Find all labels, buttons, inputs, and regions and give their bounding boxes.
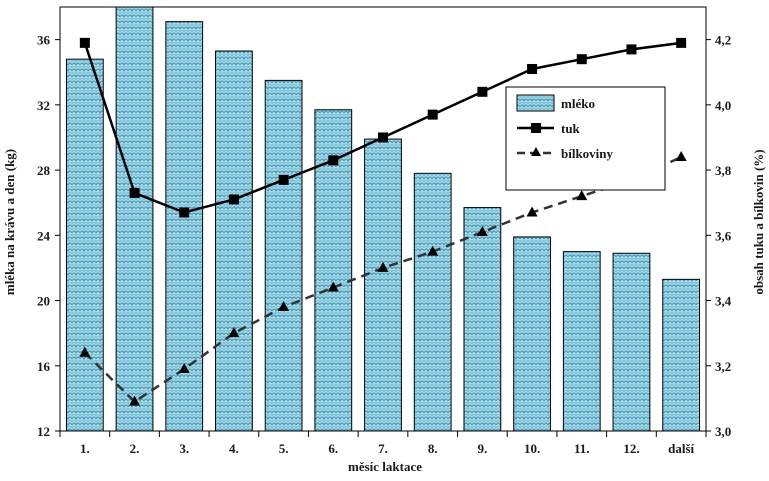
y2-tick-label: 3,4	[715, 294, 732, 309]
bar-mleko	[612, 252, 651, 432]
point-tuk	[278, 174, 289, 185]
y-tick-label: 28	[37, 163, 51, 178]
x-tick-label: 3.	[179, 441, 189, 456]
legend-marker-tuk	[531, 123, 541, 133]
point-bilkoviny	[79, 346, 91, 357]
right-axis-ticks: 3,0 3,2 3,4 3,6 3,8 4,0 4,2	[706, 33, 732, 439]
point-bilkoviny	[427, 245, 439, 256]
legend-marker-bilkoviny	[531, 147, 541, 156]
y2-tick-label: 4,2	[715, 33, 731, 48]
x-tick-label: 2.	[130, 441, 140, 456]
x-tick-label: 8.	[428, 441, 438, 456]
x-axis-title: měsíc laktace	[348, 459, 422, 474]
x-tick-label: 5.	[279, 441, 289, 456]
y-tick-label: 12	[37, 424, 50, 439]
x-tick-label: 9.	[478, 441, 488, 456]
y-tick-label: 36	[37, 33, 51, 48]
point-bilkoviny	[526, 206, 538, 217]
x-tick-label: 10.	[524, 441, 540, 456]
point-bilkoviny	[278, 301, 290, 312]
point-bilkoviny	[476, 226, 488, 237]
point-bilkoviny	[327, 281, 339, 292]
legend-label-mleko: mléko	[561, 96, 595, 111]
y-tick-label: 16	[37, 359, 51, 374]
point-bilkoviny	[129, 395, 141, 406]
point-tuk	[179, 207, 190, 218]
bar-mleko	[65, 58, 104, 432]
x-tick-label: 4.	[229, 441, 239, 456]
bar-mleko	[513, 236, 551, 432]
y-tick-label: 32	[37, 98, 50, 113]
point-tuk	[129, 187, 140, 198]
bar-mleko	[215, 50, 253, 432]
point-tuk	[328, 155, 339, 166]
y2-tick-label: 3,0	[715, 424, 731, 439]
point-tuk	[576, 54, 587, 65]
bar-mleko	[562, 251, 601, 432]
y-tick-label: 24	[37, 228, 51, 243]
y2-tick-label: 3,6	[715, 228, 732, 243]
point-tuk	[626, 44, 637, 55]
point-tuk	[676, 37, 687, 48]
point-tuk	[378, 132, 388, 143]
plot-area	[59, 6, 707, 437]
y2-axis-title: obsah tuku a bílkovin (%)	[751, 149, 766, 294]
bar-mleko	[115, 6, 154, 432]
bar-mleko	[364, 138, 402, 432]
y-axis-title: mléka na krávu a den (kg)	[2, 149, 17, 295]
y2-tick-label: 3,2	[715, 359, 731, 374]
x-tick-label: 6.	[328, 441, 338, 456]
point-tuk	[427, 109, 438, 120]
legend-label-tuk: tuk	[561, 121, 581, 136]
point-tuk	[79, 37, 90, 48]
x-tick-label: 7.	[378, 441, 388, 456]
point-bilkoviny	[576, 190, 588, 201]
point-tuk	[228, 194, 239, 205]
y-tick-label: 20	[37, 294, 50, 309]
y2-tick-label: 4,0	[715, 98, 731, 113]
point-bilkoviny	[675, 151, 687, 162]
point-bilkoviny	[377, 261, 389, 272]
x-tick-label: další	[668, 441, 694, 456]
x-axis-ticks: 1. 2. 3. 4. 5. 6. 7. 8. 9. 10. 11. 12. další	[80, 441, 695, 456]
bar-mleko	[463, 207, 502, 432]
x-tick-label: 12.	[623, 441, 639, 456]
legend: mléko tuk bílkoviny	[505, 86, 666, 191]
point-bilkoviny	[228, 327, 240, 338]
bar-mleko	[264, 79, 303, 432]
bar-mleko	[413, 172, 452, 432]
left-axis-ticks: 12 16 20 24 28 32 36	[37, 33, 60, 439]
bar-mleko	[662, 278, 701, 432]
x-tick-label: 1.	[80, 441, 90, 456]
legend-swatch-mleko	[516, 94, 555, 112]
point-tuk	[527, 63, 538, 74]
plot-frame	[59, 6, 707, 432]
point-tuk	[477, 86, 488, 97]
bar-mleko	[165, 21, 204, 432]
y2-tick-label: 3,8	[715, 163, 732, 178]
x-tick-label: 11.	[574, 441, 590, 456]
legend-label-bilkoviny: bílkoviny	[561, 146, 614, 161]
point-bilkoviny	[178, 363, 190, 374]
